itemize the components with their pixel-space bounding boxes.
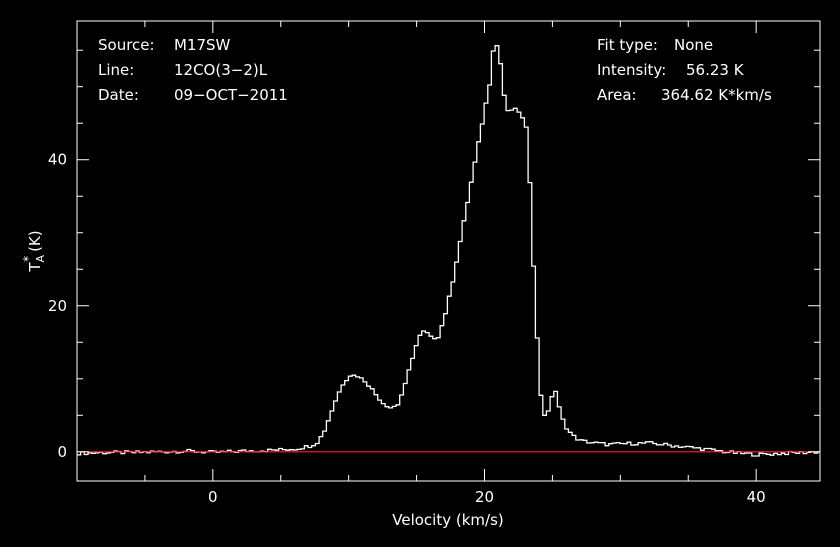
x-tick-label: 0 <box>208 488 218 506</box>
area-value: 364.62 K*km/s <box>661 86 772 104</box>
line-key: Line: <box>98 61 134 79</box>
y-axis-label-unit: (K) <box>26 230 44 252</box>
y-axis-label-sub: A <box>34 254 47 262</box>
date-key: Date: <box>98 86 139 104</box>
y-tick-label: 20 <box>48 297 67 315</box>
plot-area <box>77 45 820 457</box>
fit-type-key: Fit type: <box>597 36 658 54</box>
x-tick-label: 20 <box>475 488 494 506</box>
y-axis-label-sup: * <box>21 256 35 262</box>
plot-frame <box>76 20 821 482</box>
intensity-value: 56.23 K <box>686 61 745 79</box>
area-key: Area: <box>597 86 637 104</box>
source-value: M17SW <box>174 36 231 54</box>
line-value: 12CO(3−2)L <box>174 61 268 79</box>
x-tick-label: 40 <box>747 488 766 506</box>
svg-text:TA*(K): TA* (K) <box>21 230 47 272</box>
x-axis-label: Velocity (km/s) <box>392 511 503 529</box>
fit-type-value: None <box>674 36 713 54</box>
date-value: 09−OCT−2011 <box>174 86 288 104</box>
intensity-key: Intensity: <box>597 61 666 79</box>
y-tick-label: 0 <box>57 443 67 461</box>
axis-ticks: 0 20 40 0 20 40 <box>48 21 820 506</box>
y-axis-label: TA* (K) <box>21 230 47 272</box>
y-axis-label-main: T <box>26 262 44 273</box>
source-key: Source: <box>98 36 155 54</box>
y-tick-label: 40 <box>48 151 67 169</box>
